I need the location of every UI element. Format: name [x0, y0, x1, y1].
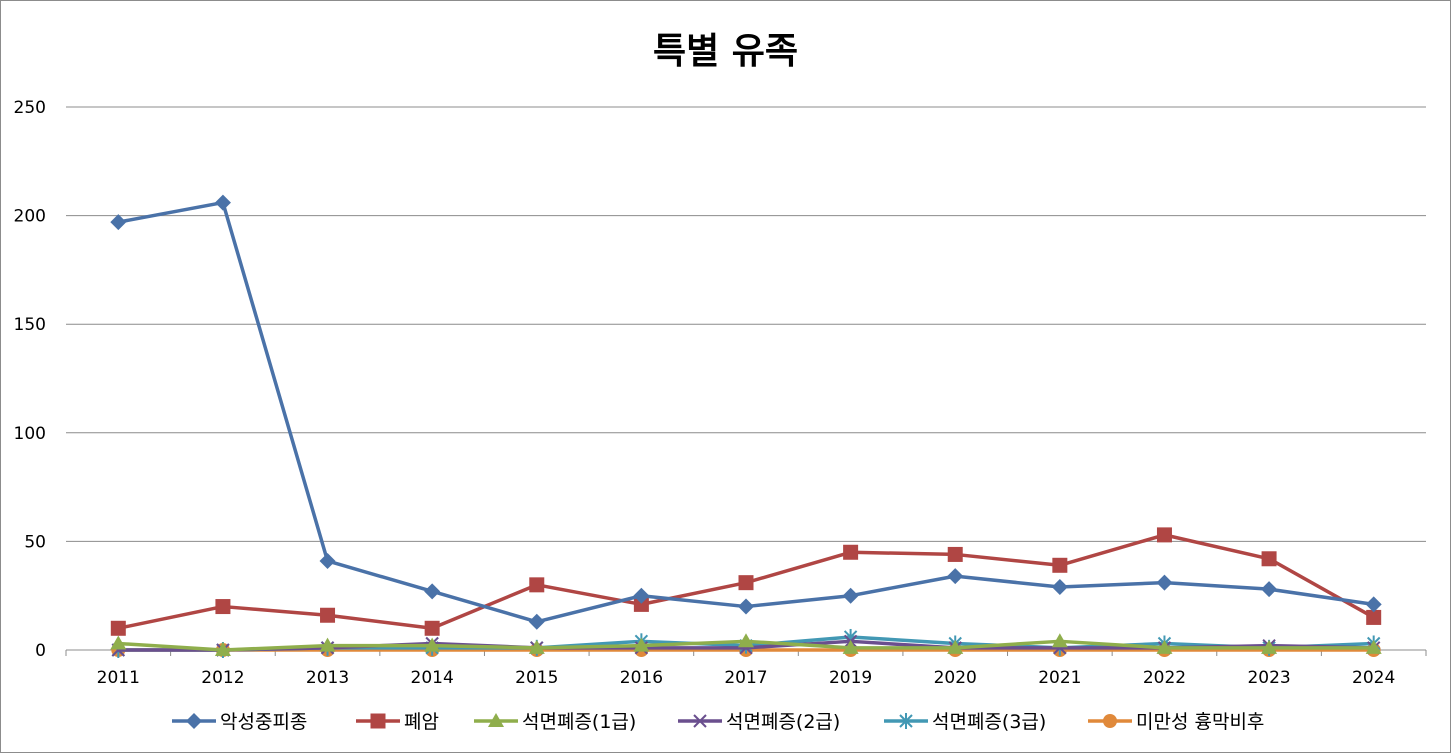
data-point: [1366, 609, 1382, 625]
legend-marker: [1103, 714, 1117, 728]
data-point: [842, 587, 859, 604]
data-point: [1052, 557, 1068, 573]
data-point: [1365, 639, 1382, 654]
y-tick-label: 150: [14, 315, 46, 335]
legend-label: 석면폐증(2급): [726, 711, 840, 733]
data-point: [947, 639, 964, 654]
x-tick-label: 2024: [1352, 668, 1395, 688]
data-point: [738, 598, 754, 615]
legend-label: 폐암: [404, 711, 439, 733]
data-point: [843, 544, 859, 560]
legend-item-1: 악성중피종: [172, 711, 307, 733]
x-tick-label: 2022: [1143, 668, 1186, 688]
x-tick-label: 2013: [306, 668, 349, 688]
y-tick-label: 0: [35, 641, 46, 661]
data-point: [947, 546, 963, 562]
series-1: [110, 194, 1382, 630]
chart-title: 특별 유족: [652, 31, 798, 72]
legend-item-3: 석면폐증(1급): [474, 711, 636, 733]
x-tick-label: 2015: [515, 668, 558, 688]
legend-marker: [186, 713, 202, 729]
y-tick-label: 50: [24, 532, 46, 552]
legend-item-5: 석면폐증(3급): [884, 711, 1046, 733]
x-tick-label: 2012: [201, 668, 244, 688]
x-tick-label: 2021: [1038, 668, 1081, 688]
data-point: [319, 637, 336, 652]
series-2: [110, 527, 1382, 636]
data-point: [1156, 574, 1173, 591]
data-point: [215, 599, 231, 615]
legend-marker: [899, 713, 913, 729]
x-tick-label: 2019: [829, 668, 872, 688]
data-point: [110, 635, 127, 650]
data-point: [529, 577, 545, 593]
data-point: [528, 613, 545, 630]
data-point: [1365, 596, 1382, 613]
data-point: [1261, 551, 1277, 567]
data-point: [214, 642, 231, 656]
data-point: [1261, 581, 1278, 598]
legend-marker: [488, 713, 504, 727]
data-point: [1051, 579, 1068, 596]
data-point: [1051, 633, 1068, 648]
legend-label: 석면폐증(1급): [522, 711, 636, 733]
data-point: [1261, 639, 1278, 654]
data-point: [633, 587, 650, 604]
legend-marker: [370, 713, 386, 729]
series-3: [110, 633, 1382, 656]
marker-stroke: [693, 714, 707, 728]
legend-label: 악성중피종: [220, 711, 307, 733]
x-tick-label: 2016: [620, 668, 663, 688]
data-point: [424, 637, 441, 652]
legend-item-2: 폐암: [356, 711, 439, 733]
data-point: [947, 568, 964, 585]
data-point: [319, 552, 336, 569]
legend-item-4: 석면폐증(2급): [678, 711, 840, 733]
x-tick-label: 2017: [724, 668, 767, 688]
data-point: [320, 607, 336, 623]
x-tick-label: 2020: [934, 668, 977, 688]
data-point: [738, 575, 754, 591]
y-tick-label: 200: [14, 207, 46, 227]
data-point: [424, 583, 441, 600]
data-point: [1156, 527, 1172, 543]
data-point: [842, 639, 859, 654]
data-point: [738, 633, 754, 648]
x-tick-label: 2023: [1247, 668, 1290, 688]
legend-marker: [693, 714, 707, 728]
data-point: [110, 620, 126, 636]
data-point: [528, 639, 545, 654]
series-line: [117, 200, 1374, 624]
y-tick-label: 100: [14, 424, 46, 444]
data-point: [424, 620, 440, 636]
data-point: [633, 596, 649, 612]
data-point: [110, 214, 127, 231]
data-point: [633, 637, 650, 652]
legend-label: 석면폐증(3급): [932, 711, 1046, 733]
legend-label: 미만성 흉막비후: [1136, 711, 1264, 733]
legend-item-6: 미만성 흉막비후: [1088, 711, 1264, 733]
y-tick-label: 250: [14, 98, 46, 118]
x-tick-label: 2011: [97, 668, 140, 688]
data-point: [214, 194, 231, 211]
data-point: [1156, 639, 1173, 654]
x-tick-label: 2014: [411, 668, 454, 688]
